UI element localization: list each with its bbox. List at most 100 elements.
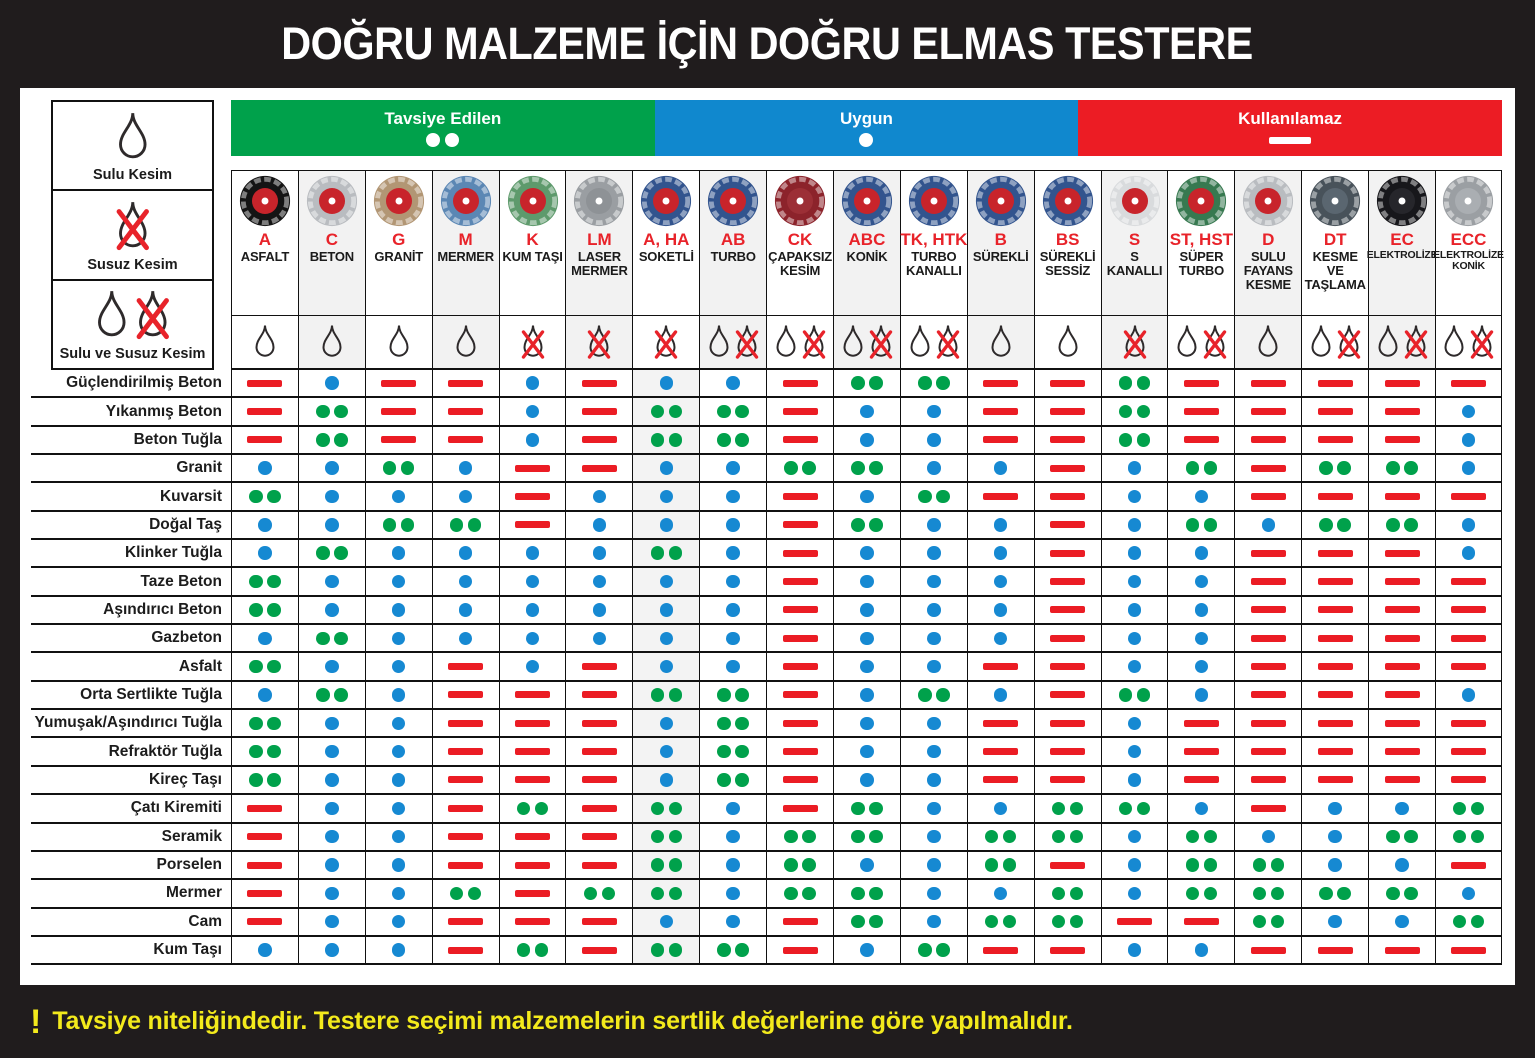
rating-cell-rec	[498, 936, 566, 966]
suitable-dot	[391, 829, 406, 844]
rating-cell-no	[231, 908, 298, 937]
not-usable-dash	[1250, 436, 1286, 444]
suitable-dot	[1127, 773, 1142, 787]
suitable-dot	[927, 829, 941, 844]
rating-cell-no	[1234, 568, 1302, 597]
not-usable-dash	[1250, 719, 1286, 727]
not-usable-dash	[1384, 691, 1420, 699]
rating-cell-rec	[1234, 908, 1302, 937]
rating-cell-ok	[1100, 936, 1168, 966]
rating-cell-no	[364, 370, 432, 399]
recommended-dot	[1319, 886, 1333, 901]
suitable-dot	[1127, 858, 1142, 872]
rating-cell-no	[1167, 766, 1235, 796]
not-usable-dash	[782, 748, 818, 756]
rating-cell-ok	[1234, 823, 1302, 852]
suitable-dot	[258, 943, 272, 957]
legend-dot-icon	[426, 133, 441, 147]
rating-cell-no	[431, 795, 499, 824]
rating-cell-ok	[364, 540, 432, 569]
material-row-label: Seramik	[31, 824, 231, 852]
cutting-mode-cell-dry	[1100, 316, 1168, 370]
recommended-dot	[267, 659, 281, 674]
rating-cell-rec	[1301, 455, 1369, 484]
saw-blade-icon	[641, 175, 692, 227]
suitable-dot	[325, 659, 339, 674]
recommended-dot	[249, 773, 263, 787]
suitable-dot	[391, 858, 406, 872]
rating-cell-rec	[1167, 880, 1235, 909]
rating-cell-no	[1234, 766, 1302, 796]
rating-cell-ok	[966, 596, 1034, 626]
content-panel: Sulu Kesim Susuz Kesim Sulu ve Susuz Kesim…	[20, 88, 1515, 985]
not-usable-dash	[1450, 578, 1486, 586]
rating-cell-no	[766, 625, 834, 654]
material-row-label: Yıkanmış Beton	[31, 398, 231, 427]
cutting-mode-cell-wet	[431, 316, 499, 370]
recommended-dot	[1386, 518, 1400, 532]
rating-cell-ok	[966, 681, 1034, 711]
blade-column-header: LM LASER MERMER	[565, 170, 633, 316]
rating-cell-ok	[498, 625, 566, 654]
rating-cell-rec	[498, 795, 566, 824]
suitable-dot	[860, 858, 874, 872]
rating-legend-bar: Tavsiye Edilen Uygun Kullanılamaz	[231, 100, 1502, 156]
not-usable-dash	[1317, 606, 1353, 614]
legend-dot-icon	[859, 133, 874, 147]
rating-cell-no	[1167, 370, 1235, 399]
rating-cell-ok	[1435, 426, 1502, 456]
suitable-dot	[1328, 914, 1342, 929]
rating-cell-ok	[833, 426, 900, 456]
rating-cell-no	[1368, 653, 1436, 682]
rating-cell-ok	[1435, 681, 1502, 711]
rating-cell-ok	[899, 710, 967, 739]
rating-cell-no	[1301, 540, 1369, 569]
recommended-dot	[784, 858, 798, 872]
blade-column-header: A, HA SOKETLİ	[632, 170, 700, 316]
rating-cell-ok	[966, 511, 1034, 541]
not-usable-dash	[581, 719, 617, 727]
not-usable-dash	[1384, 578, 1420, 586]
suitable-dot	[927, 858, 941, 872]
rating-cell-no	[565, 908, 633, 937]
rating-cell-no	[1234, 483, 1302, 512]
rating-cell-no	[1368, 596, 1436, 626]
rating-cell-no	[1301, 596, 1369, 626]
recommended-dot	[267, 574, 281, 589]
wet-cut-droplet-icon	[456, 325, 476, 357]
recommended-dot	[735, 744, 749, 759]
rating-cell-rec	[766, 823, 834, 852]
rating-cell-no	[431, 936, 499, 966]
blade-column-header: EC ELEKTROLİZE	[1367, 170, 1438, 316]
recommended-dot	[851, 886, 865, 901]
not-usable-dash	[782, 691, 818, 699]
not-usable-dash	[247, 436, 283, 444]
rating-cell-rec	[632, 426, 700, 456]
rating-cell-no	[1301, 738, 1369, 767]
suitable-dot	[391, 801, 406, 816]
recommended-dot	[735, 943, 749, 957]
rating-cell-ok	[297, 908, 365, 937]
wet-cut-droplet-icon	[118, 112, 147, 158]
rating-cell-rec	[899, 370, 967, 399]
recommended-dot	[467, 886, 482, 901]
rating-cell-ok	[1100, 880, 1168, 909]
not-usable-dash	[1183, 408, 1219, 416]
rating-cell-ok	[833, 653, 900, 682]
rating-cell-no	[431, 766, 499, 796]
rating-cell-no	[1033, 851, 1101, 881]
recommended-dot	[516, 943, 531, 957]
rating-cell-ok	[1100, 455, 1168, 484]
not-usable-dash	[1384, 663, 1420, 671]
recommended-dot	[267, 773, 281, 787]
cutting-mode-wet: Sulu Kesim	[53, 102, 212, 192]
rating-cell-ok	[899, 455, 967, 484]
rating-cell-no	[1301, 653, 1369, 682]
rating-cell-no	[1234, 710, 1302, 739]
rating-cell-no	[1167, 426, 1235, 456]
suitable-dot	[325, 886, 339, 901]
not-usable-dash	[1183, 719, 1219, 727]
suitable-dot	[1328, 829, 1342, 844]
blade-name: SÜREKLİ SESSİZ	[1039, 248, 1096, 278]
rating-cell-no	[498, 710, 566, 739]
